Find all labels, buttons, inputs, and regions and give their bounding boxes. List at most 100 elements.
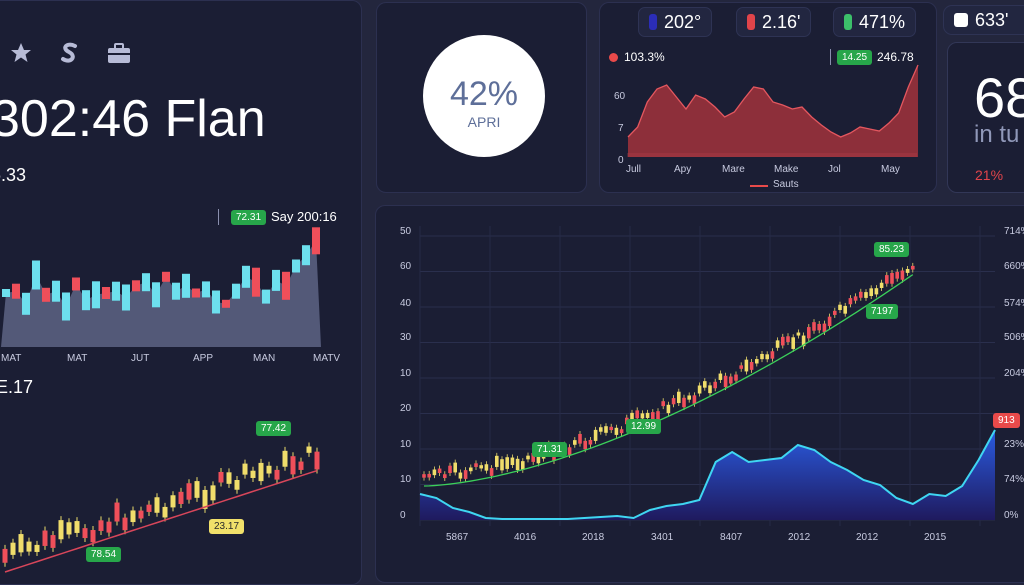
main-candle <box>614 427 619 435</box>
bar-candle <box>142 273 150 292</box>
main-candle <box>692 395 697 404</box>
left-candle <box>210 485 216 501</box>
main-candle <box>604 426 608 433</box>
area-y-0: 0 <box>618 155 624 166</box>
main-x-label: 4016 <box>514 532 537 543</box>
left-chart-tag-high: 77.42 <box>256 421 292 436</box>
main-candle <box>422 474 426 478</box>
main-candle <box>864 292 868 298</box>
bar-candle <box>122 284 130 311</box>
left-candle <box>18 534 24 553</box>
bar-x-label: MATV <box>313 353 341 364</box>
main-candle <box>697 385 702 394</box>
main-candle <box>463 470 468 479</box>
main-tag-4: 71.31 <box>532 442 568 457</box>
main-candle <box>817 323 821 331</box>
star-icon[interactable] <box>9 41 33 65</box>
stat-pill-1[interactable]: 202° <box>638 7 713 37</box>
left-panel: 302:46 Flan 6.33 72.31 Say 200:16 IE.17 … <box>0 0 362 585</box>
circle-label: APRI <box>467 114 501 130</box>
bar-candle <box>82 290 90 311</box>
bar-x-label: MAT <box>1 353 22 364</box>
main-candle <box>682 397 686 408</box>
area-line <box>627 64 919 138</box>
right-card: 68 in tu 21% <box>947 42 1024 193</box>
main-candle <box>765 354 769 360</box>
main-candle <box>526 455 530 460</box>
main-y-right-label: 506% <box>1004 332 1024 343</box>
bar-candle <box>12 283 20 299</box>
main-candle <box>479 465 483 469</box>
big-title: 302:46 Flan <box>0 90 266 148</box>
left-candle <box>186 483 192 500</box>
main-candle <box>770 351 775 359</box>
right-card-sub: in tu <box>974 121 1020 148</box>
main-tag-2: 7197 <box>866 304 899 319</box>
main-y-right-label: 23% <box>1004 439 1024 450</box>
main-candle <box>635 410 639 419</box>
main-chart-panel: 85.23 7197 12.99 71.31 913 50 60 40 30 10 20 1… <box>375 205 1024 583</box>
right-card-pct: 21% <box>975 167 1004 183</box>
main-candle <box>853 296 858 301</box>
left-candle <box>106 521 112 533</box>
bar-candle <box>72 277 80 291</box>
stat-value-1: 202° <box>664 11 702 32</box>
main-candle <box>453 462 457 473</box>
main-y-right-label: 574% <box>1004 298 1024 309</box>
left-candle <box>146 504 152 512</box>
bar-candle <box>232 283 240 299</box>
main-candle <box>474 463 478 467</box>
main-candle <box>749 362 754 370</box>
left-candle <box>10 542 16 555</box>
main-candle <box>827 316 832 327</box>
main-candle <box>609 426 613 431</box>
bar-candle <box>312 227 320 255</box>
dollar-icon[interactable] <box>57 40 83 66</box>
area-series-name: Sauts <box>773 179 799 190</box>
bar-candle <box>182 273 190 298</box>
area-x-label: Mare <box>722 164 745 175</box>
main-candle <box>890 272 894 284</box>
main-y-right-label: 0% <box>1004 510 1019 521</box>
main-candle <box>521 461 525 470</box>
bar-candle <box>92 281 100 309</box>
main-candle <box>593 429 598 441</box>
bar-candle <box>272 269 280 291</box>
briefcase-icon[interactable] <box>106 42 132 66</box>
bar-candle <box>292 259 300 273</box>
main-candle <box>859 291 863 298</box>
bar-candle <box>62 292 70 321</box>
left-candle <box>234 480 240 490</box>
stat-pill-4[interactable]: 633' <box>943 5 1024 35</box>
bar-chart-tag-label: Say 200:16 <box>271 209 337 224</box>
left-candle <box>26 541 32 552</box>
price-tag: 913 <box>993 413 1020 428</box>
main-candle <box>843 305 847 314</box>
circle-percent: 42% <box>449 75 519 113</box>
stat-value-4: 633' <box>975 9 1009 30</box>
bar-candle <box>132 280 140 292</box>
main-candle <box>791 337 795 349</box>
left-candle <box>298 461 304 470</box>
stat-pill-2[interactable]: 2.16' <box>736 7 812 37</box>
stat-pill-3[interactable]: 471% <box>833 7 917 37</box>
left-candle <box>98 520 104 531</box>
main-y-left-label: 50 <box>400 226 412 237</box>
main-candle <box>432 469 437 476</box>
main-y-left-label: 20 <box>400 403 412 414</box>
area-legend-left: 103.3% <box>624 50 665 64</box>
stat-dot-4 <box>954 13 968 27</box>
main-y-left-label: 40 <box>400 298 412 309</box>
bar-candle <box>32 260 40 290</box>
left-candle <box>194 481 200 498</box>
bar-x-label: MAT <box>67 353 88 364</box>
bar-x-label: MAN <box>253 353 276 364</box>
main-chart <box>419 226 996 526</box>
right-card-big: 68 <box>974 66 1024 129</box>
main-x-label: 3401 <box>651 532 674 543</box>
main-y-right-label: 204% <box>1004 368 1024 379</box>
area-y-7: 7 <box>618 123 624 134</box>
main-y-left-label: 60 <box>400 261 412 272</box>
main-candle <box>567 447 572 455</box>
main-candle <box>755 359 759 364</box>
